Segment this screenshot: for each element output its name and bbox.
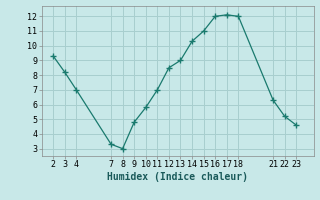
X-axis label: Humidex (Indice chaleur): Humidex (Indice chaleur) [107,172,248,182]
